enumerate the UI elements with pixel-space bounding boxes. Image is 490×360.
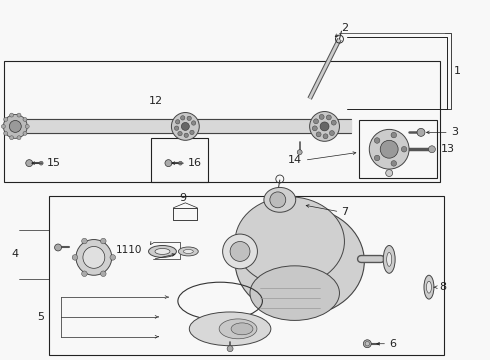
Circle shape [3,117,8,121]
Text: 1110: 1110 [116,246,143,256]
Circle shape [9,121,21,132]
Text: 9: 9 [179,193,186,203]
Circle shape [401,147,407,152]
Circle shape [165,159,172,167]
Circle shape [369,129,409,169]
Circle shape [323,134,328,139]
Circle shape [187,116,192,121]
Circle shape [331,120,336,125]
Circle shape [110,255,116,260]
Circle shape [23,117,27,121]
Ellipse shape [231,323,253,335]
Circle shape [386,170,392,176]
Circle shape [380,140,398,158]
Circle shape [326,115,331,120]
Circle shape [26,159,33,167]
Text: 14: 14 [288,155,302,165]
Circle shape [178,131,182,136]
Circle shape [72,255,78,260]
Text: 15: 15 [47,158,61,168]
Circle shape [192,121,196,125]
Circle shape [428,146,436,153]
Circle shape [329,131,334,136]
Ellipse shape [264,188,295,212]
Circle shape [25,125,29,129]
Circle shape [363,340,371,348]
Circle shape [10,136,14,140]
Text: 12: 12 [148,96,163,105]
Ellipse shape [189,312,271,346]
Circle shape [316,132,321,137]
Circle shape [100,238,106,244]
Circle shape [417,129,425,136]
Circle shape [82,271,87,276]
Ellipse shape [235,197,344,286]
Circle shape [319,114,324,120]
Circle shape [23,131,27,135]
Circle shape [320,122,329,131]
Ellipse shape [426,281,431,293]
Circle shape [184,133,188,138]
Circle shape [391,161,396,166]
Bar [49,196,444,355]
Ellipse shape [148,246,176,257]
Circle shape [39,161,43,165]
Circle shape [17,136,21,140]
Circle shape [227,346,233,352]
Circle shape [190,130,194,135]
Ellipse shape [155,248,170,255]
Circle shape [174,126,179,130]
Ellipse shape [76,239,112,275]
Circle shape [374,138,380,143]
Text: 4: 4 [11,249,19,260]
Circle shape [310,112,340,141]
Circle shape [314,119,318,124]
Bar [4,61,440,182]
Circle shape [54,244,62,251]
Circle shape [100,271,106,276]
Ellipse shape [219,319,257,339]
Circle shape [1,125,5,129]
Text: 13: 13 [441,144,455,154]
Circle shape [3,114,27,138]
Circle shape [10,113,14,117]
Circle shape [374,155,380,161]
Text: 16: 16 [188,158,202,168]
Ellipse shape [178,247,198,256]
Circle shape [297,150,302,155]
Text: 7: 7 [342,207,348,217]
Ellipse shape [250,266,340,320]
Bar [359,121,437,178]
Circle shape [270,192,286,208]
Circle shape [230,242,250,261]
Circle shape [391,132,396,138]
Circle shape [181,122,189,130]
Circle shape [3,131,8,135]
Bar [150,138,208,182]
Circle shape [312,126,318,131]
Circle shape [365,342,369,346]
Circle shape [83,247,105,268]
Text: 6: 6 [389,339,396,349]
Text: 8: 8 [439,282,446,292]
Circle shape [17,113,21,117]
Text: 5: 5 [37,312,44,322]
Ellipse shape [183,249,193,253]
Ellipse shape [383,246,395,273]
Ellipse shape [424,275,434,299]
Ellipse shape [235,207,365,316]
Ellipse shape [387,252,392,266]
Circle shape [175,120,180,124]
Circle shape [178,161,182,165]
Text: 2: 2 [342,23,348,33]
Ellipse shape [222,234,257,269]
Text: 1: 1 [454,66,461,76]
Circle shape [180,116,185,120]
Circle shape [172,113,199,140]
Circle shape [82,238,87,244]
Text: 3: 3 [451,127,458,138]
